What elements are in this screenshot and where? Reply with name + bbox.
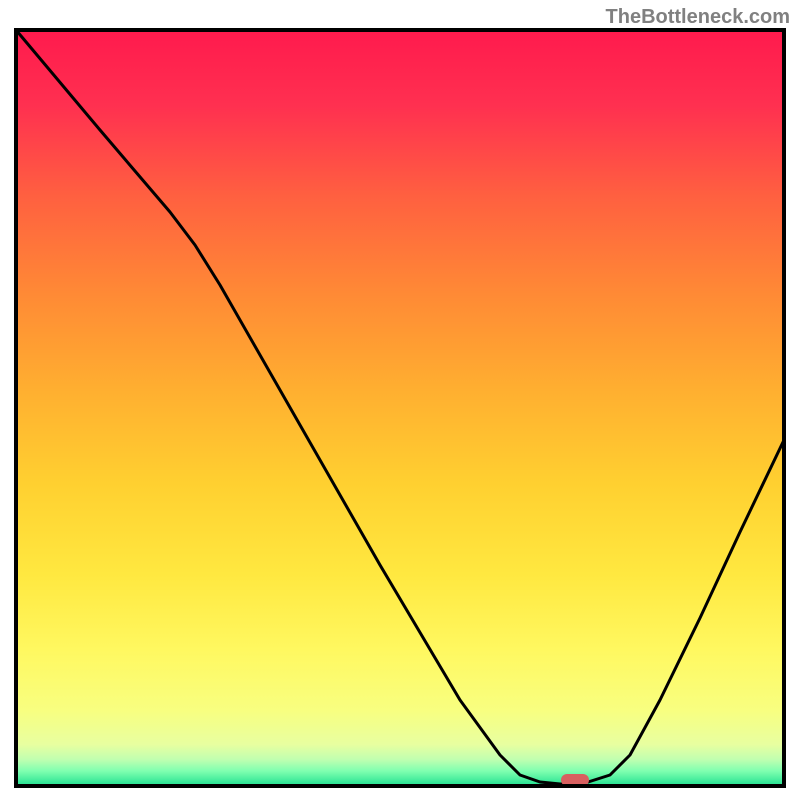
bottleneck-chart [0,0,800,800]
plot-background [16,30,784,786]
watermark-text: TheBottleneck.com [606,6,790,29]
chart-container: TheBottleneck.com [0,0,800,800]
